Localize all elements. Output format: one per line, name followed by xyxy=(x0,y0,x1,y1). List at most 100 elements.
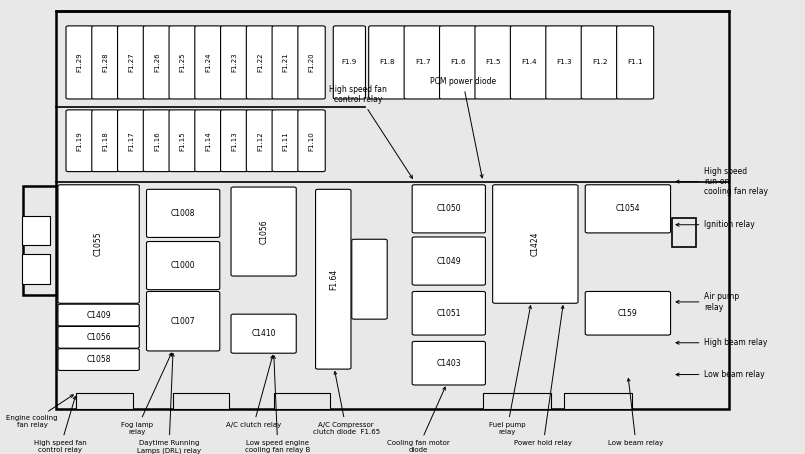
Text: F1.9: F1.9 xyxy=(342,59,357,65)
FancyBboxPatch shape xyxy=(298,110,325,172)
Text: Power hold relay: Power hold relay xyxy=(514,306,572,446)
Text: A/C Compressor
clutch diode  F1.65: A/C Compressor clutch diode F1.65 xyxy=(312,371,380,435)
Text: Cooling fan motor
diode: Cooling fan motor diode xyxy=(387,387,450,454)
Text: F1.29: F1.29 xyxy=(76,53,83,72)
Text: F1.10: F1.10 xyxy=(308,131,315,151)
Text: Low beam relay: Low beam relay xyxy=(609,378,663,446)
FancyBboxPatch shape xyxy=(92,26,119,99)
FancyBboxPatch shape xyxy=(581,26,618,99)
FancyBboxPatch shape xyxy=(147,291,220,351)
Text: Fuel pump
relay: Fuel pump relay xyxy=(489,306,531,435)
FancyBboxPatch shape xyxy=(333,26,365,99)
Text: Air pump
relay: Air pump relay xyxy=(676,292,740,311)
Bar xyxy=(56,11,729,409)
Text: F1.18: F1.18 xyxy=(102,131,109,151)
Text: F1.27: F1.27 xyxy=(128,53,134,72)
Bar xyxy=(22,254,50,284)
FancyBboxPatch shape xyxy=(316,189,351,369)
FancyBboxPatch shape xyxy=(169,110,196,172)
Text: F1.19: F1.19 xyxy=(76,131,83,151)
Text: Fog lamp
relay: Fog lamp relay xyxy=(121,353,171,435)
Text: F1.23: F1.23 xyxy=(231,53,237,72)
Text: F1.22: F1.22 xyxy=(257,53,263,72)
Text: F1.8: F1.8 xyxy=(379,59,395,65)
FancyBboxPatch shape xyxy=(510,26,547,99)
FancyBboxPatch shape xyxy=(404,26,441,99)
Text: High speed fan
control relay: High speed fan control relay xyxy=(34,396,87,454)
FancyBboxPatch shape xyxy=(195,110,222,172)
FancyBboxPatch shape xyxy=(66,110,93,172)
FancyBboxPatch shape xyxy=(169,26,196,99)
FancyBboxPatch shape xyxy=(66,26,93,99)
Text: Ignition relay: Ignition relay xyxy=(676,220,755,229)
Bar xyxy=(483,393,551,409)
Text: F1.13: F1.13 xyxy=(231,131,237,151)
Text: F1.17: F1.17 xyxy=(128,131,134,151)
Text: F1.11: F1.11 xyxy=(283,131,289,151)
Bar xyxy=(564,393,632,409)
FancyBboxPatch shape xyxy=(92,110,119,172)
Text: C159: C159 xyxy=(618,309,638,318)
FancyBboxPatch shape xyxy=(412,237,485,285)
Text: Low beam relay: Low beam relay xyxy=(676,370,765,379)
Text: C1056: C1056 xyxy=(259,219,268,244)
Text: A/C clutch relay: A/C clutch relay xyxy=(226,355,281,428)
Text: C1409: C1409 xyxy=(86,311,111,320)
FancyBboxPatch shape xyxy=(475,26,512,99)
Text: C1051: C1051 xyxy=(436,309,461,318)
Text: C1410: C1410 xyxy=(251,329,276,338)
Text: C1050: C1050 xyxy=(436,204,461,213)
Text: F1.14: F1.14 xyxy=(205,131,212,151)
FancyBboxPatch shape xyxy=(272,26,299,99)
Text: High speed fan
control relay: High speed fan control relay xyxy=(329,85,412,178)
FancyBboxPatch shape xyxy=(143,110,171,172)
Bar xyxy=(274,393,330,409)
Text: F1.64: F1.64 xyxy=(328,269,338,290)
FancyBboxPatch shape xyxy=(118,26,145,99)
Text: F1.16: F1.16 xyxy=(154,131,160,151)
Text: C1000: C1000 xyxy=(171,261,196,270)
Bar xyxy=(173,393,229,409)
Text: C1008: C1008 xyxy=(171,209,196,218)
FancyBboxPatch shape xyxy=(412,291,485,335)
FancyBboxPatch shape xyxy=(118,110,145,172)
FancyBboxPatch shape xyxy=(143,26,171,99)
Text: C1056: C1056 xyxy=(86,333,111,342)
Text: C1424: C1424 xyxy=(530,232,540,256)
Text: F1.4: F1.4 xyxy=(521,59,537,65)
FancyBboxPatch shape xyxy=(546,26,583,99)
Text: F1.3: F1.3 xyxy=(556,59,572,65)
FancyBboxPatch shape xyxy=(195,26,222,99)
Bar xyxy=(22,216,50,245)
FancyBboxPatch shape xyxy=(221,26,248,99)
FancyBboxPatch shape xyxy=(298,26,325,99)
Text: Engine cooling
fan relay: Engine cooling fan relay xyxy=(6,395,73,429)
FancyBboxPatch shape xyxy=(585,185,671,233)
FancyBboxPatch shape xyxy=(369,26,406,99)
Text: C1403: C1403 xyxy=(436,359,461,368)
FancyBboxPatch shape xyxy=(147,242,220,290)
Text: Low speed engine
cooling fan relay B: Low speed engine cooling fan relay B xyxy=(245,355,311,454)
Text: F1.24: F1.24 xyxy=(205,53,212,72)
FancyBboxPatch shape xyxy=(585,291,671,335)
FancyBboxPatch shape xyxy=(58,326,139,348)
Text: High beam relay: High beam relay xyxy=(676,338,768,347)
Text: F1.12: F1.12 xyxy=(257,131,263,151)
FancyBboxPatch shape xyxy=(147,189,220,237)
FancyBboxPatch shape xyxy=(58,349,139,370)
Text: C1007: C1007 xyxy=(171,317,196,326)
Text: C1049: C1049 xyxy=(436,257,461,266)
FancyBboxPatch shape xyxy=(58,185,139,303)
FancyBboxPatch shape xyxy=(412,185,485,233)
Text: F1.7: F1.7 xyxy=(415,59,431,65)
FancyBboxPatch shape xyxy=(231,187,296,276)
Bar xyxy=(23,186,56,295)
Text: F1.26: F1.26 xyxy=(154,53,160,72)
FancyBboxPatch shape xyxy=(58,304,139,326)
Text: F1.15: F1.15 xyxy=(180,131,186,151)
FancyBboxPatch shape xyxy=(352,239,387,319)
Text: Daytime Running
Lamps (DRL) relay: Daytime Running Lamps (DRL) relay xyxy=(137,354,201,454)
Text: C1058: C1058 xyxy=(86,355,111,364)
Text: F1.25: F1.25 xyxy=(180,53,186,72)
Text: F1.21: F1.21 xyxy=(283,53,289,72)
